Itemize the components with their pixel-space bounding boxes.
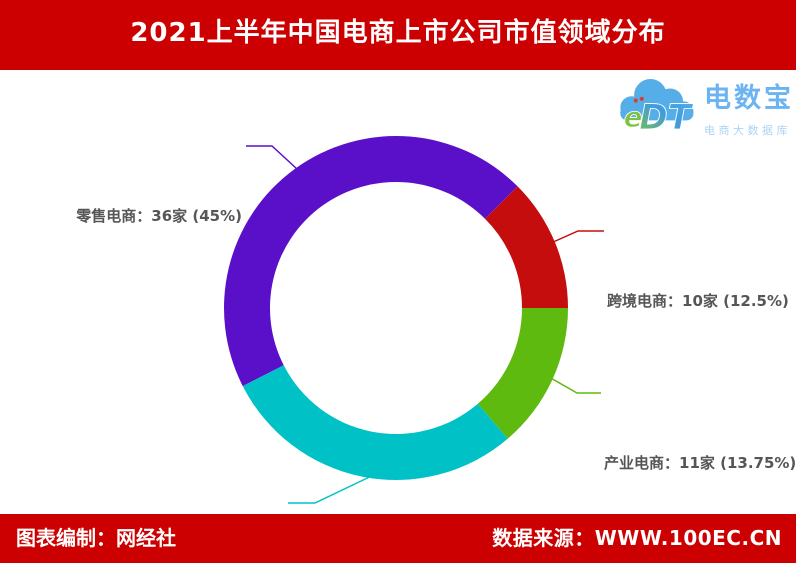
footer-source: 数据来源：WWW.100EC.CN — [492, 526, 782, 550]
donut-chart — [224, 136, 604, 504]
cloud-logo-icon: e DT — [620, 79, 694, 136]
edt-logo: e DT 电数宝 电商大数据库 — [616, 72, 796, 138]
leader-line-retail — [246, 145, 298, 170]
callout-label-cross-border: 跨境电商：10家 (12.5%) — [607, 292, 789, 310]
donut-segment-industrial — [477, 308, 568, 439]
leader-line-cross-border — [550, 230, 604, 244]
footer-bar: 图表编制：网经社 数据来源：WWW.100EC.CN — [0, 514, 796, 563]
leader-line-industrial — [548, 376, 601, 394]
donut-segment-retail — [224, 136, 518, 387]
donut-chart-area: 零售电商：36家 (45%) 跨境电商：10家 (12.5%) 产业电商：11家… — [0, 70, 796, 514]
callout-label-industrial: 产业电商：11家 (13.75%) — [604, 454, 796, 472]
title-bar: 2021上半年中国电商上市公司市值领域分布 — [0, 0, 796, 70]
logo-monogram-dt: DT — [639, 98, 694, 136]
leader-line-life-service — [288, 471, 381, 504]
page-title: 2021上半年中国电商上市公司市值领域分布 — [130, 18, 666, 48]
footer-credit: 图表编制：网经社 — [16, 526, 176, 550]
logo-monogram-e: e — [624, 101, 643, 133]
donut-segment-cross-border — [485, 186, 568, 308]
donut-segment-life-service — [242, 365, 508, 481]
logo-name: 电数宝 — [704, 83, 794, 114]
callout-label-retail: 零售电商：36家 (45%) — [76, 207, 242, 225]
logo-text: 电数宝 电商大数据库 — [704, 76, 796, 138]
logo-tagline: 电商大数据库 — [704, 124, 791, 137]
